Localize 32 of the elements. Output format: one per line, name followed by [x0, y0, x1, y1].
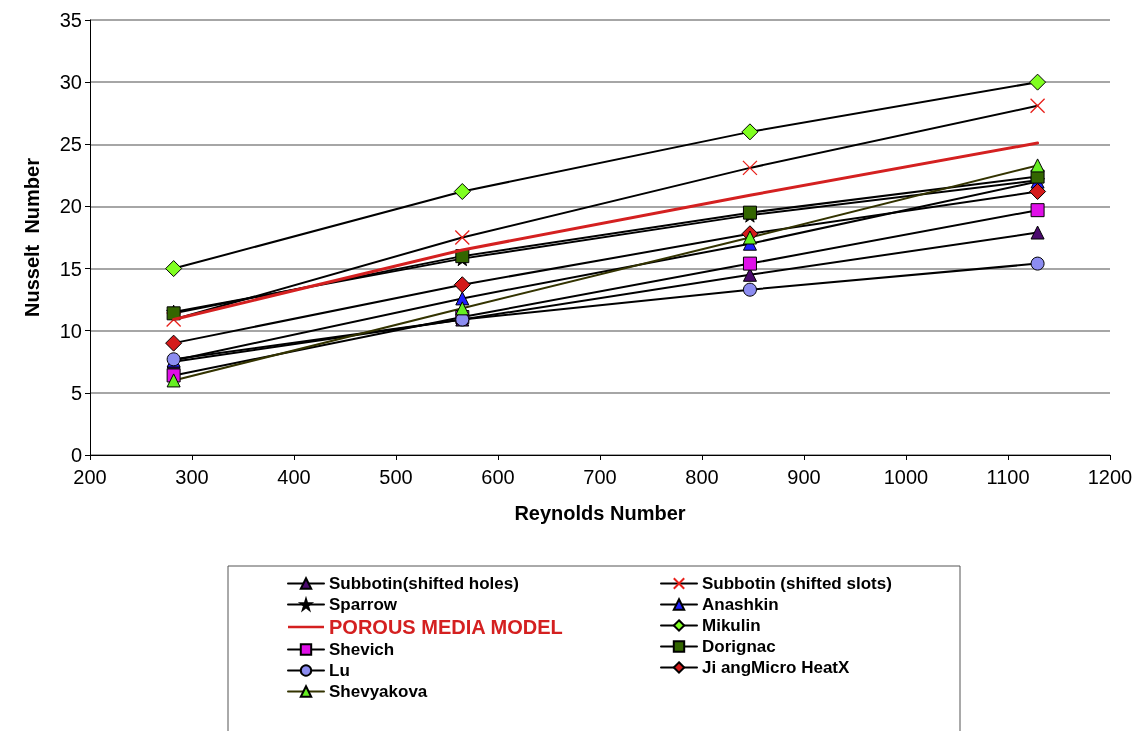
y-tick-label: 15 — [59, 257, 82, 280]
x-tick-label: 300 — [175, 466, 209, 488]
y-tick-label: 20 — [59, 195, 82, 218]
legend-label: Shevich — [329, 640, 395, 659]
x-tick-label: 700 — [583, 466, 617, 488]
y-tick-label: 0 — [70, 444, 82, 466]
legend-label: Ji angMicro HeatX — [702, 658, 851, 677]
legend-label: Dorignac — [702, 637, 776, 656]
x-axis-title: Reynolds Number — [514, 502, 686, 524]
x-tick-label: 600 — [481, 466, 515, 488]
y-tick-label: 10 — [59, 319, 82, 342]
x-tick-label: 900 — [787, 466, 821, 488]
y-tick-label: 25 — [59, 133, 82, 156]
x-tick-label: 1100 — [986, 466, 1030, 488]
x-tick-label: 400 — [277, 466, 311, 488]
legend-label: POROUS MEDIA MODEL — [329, 616, 563, 638]
legend-label: Mikulin — [702, 616, 761, 635]
y-tick-label: 35 — [59, 9, 82, 31]
x-tick-label: 500 — [379, 466, 413, 488]
legend-label: Anashkin — [702, 595, 779, 614]
x-tick-label: 1200 — [1087, 466, 1133, 488]
legend-label: Shevyakova — [329, 682, 428, 701]
legend-label: Lu — [329, 661, 350, 680]
x-tick-label: 200 — [73, 466, 107, 488]
y-axis-title: Nusselt Number — [21, 157, 43, 317]
y-tick-label: 5 — [70, 381, 82, 404]
x-tick-label: 800 — [685, 466, 719, 488]
legend-label: Subbotin(shifted holes) — [329, 574, 519, 593]
legend-label: Sparrow — [329, 595, 398, 614]
x-tick-label: 1000 — [883, 466, 929, 488]
y-tick-label: 30 — [59, 71, 82, 94]
legend-label: Subbotin (shifted slots) — [702, 574, 892, 593]
